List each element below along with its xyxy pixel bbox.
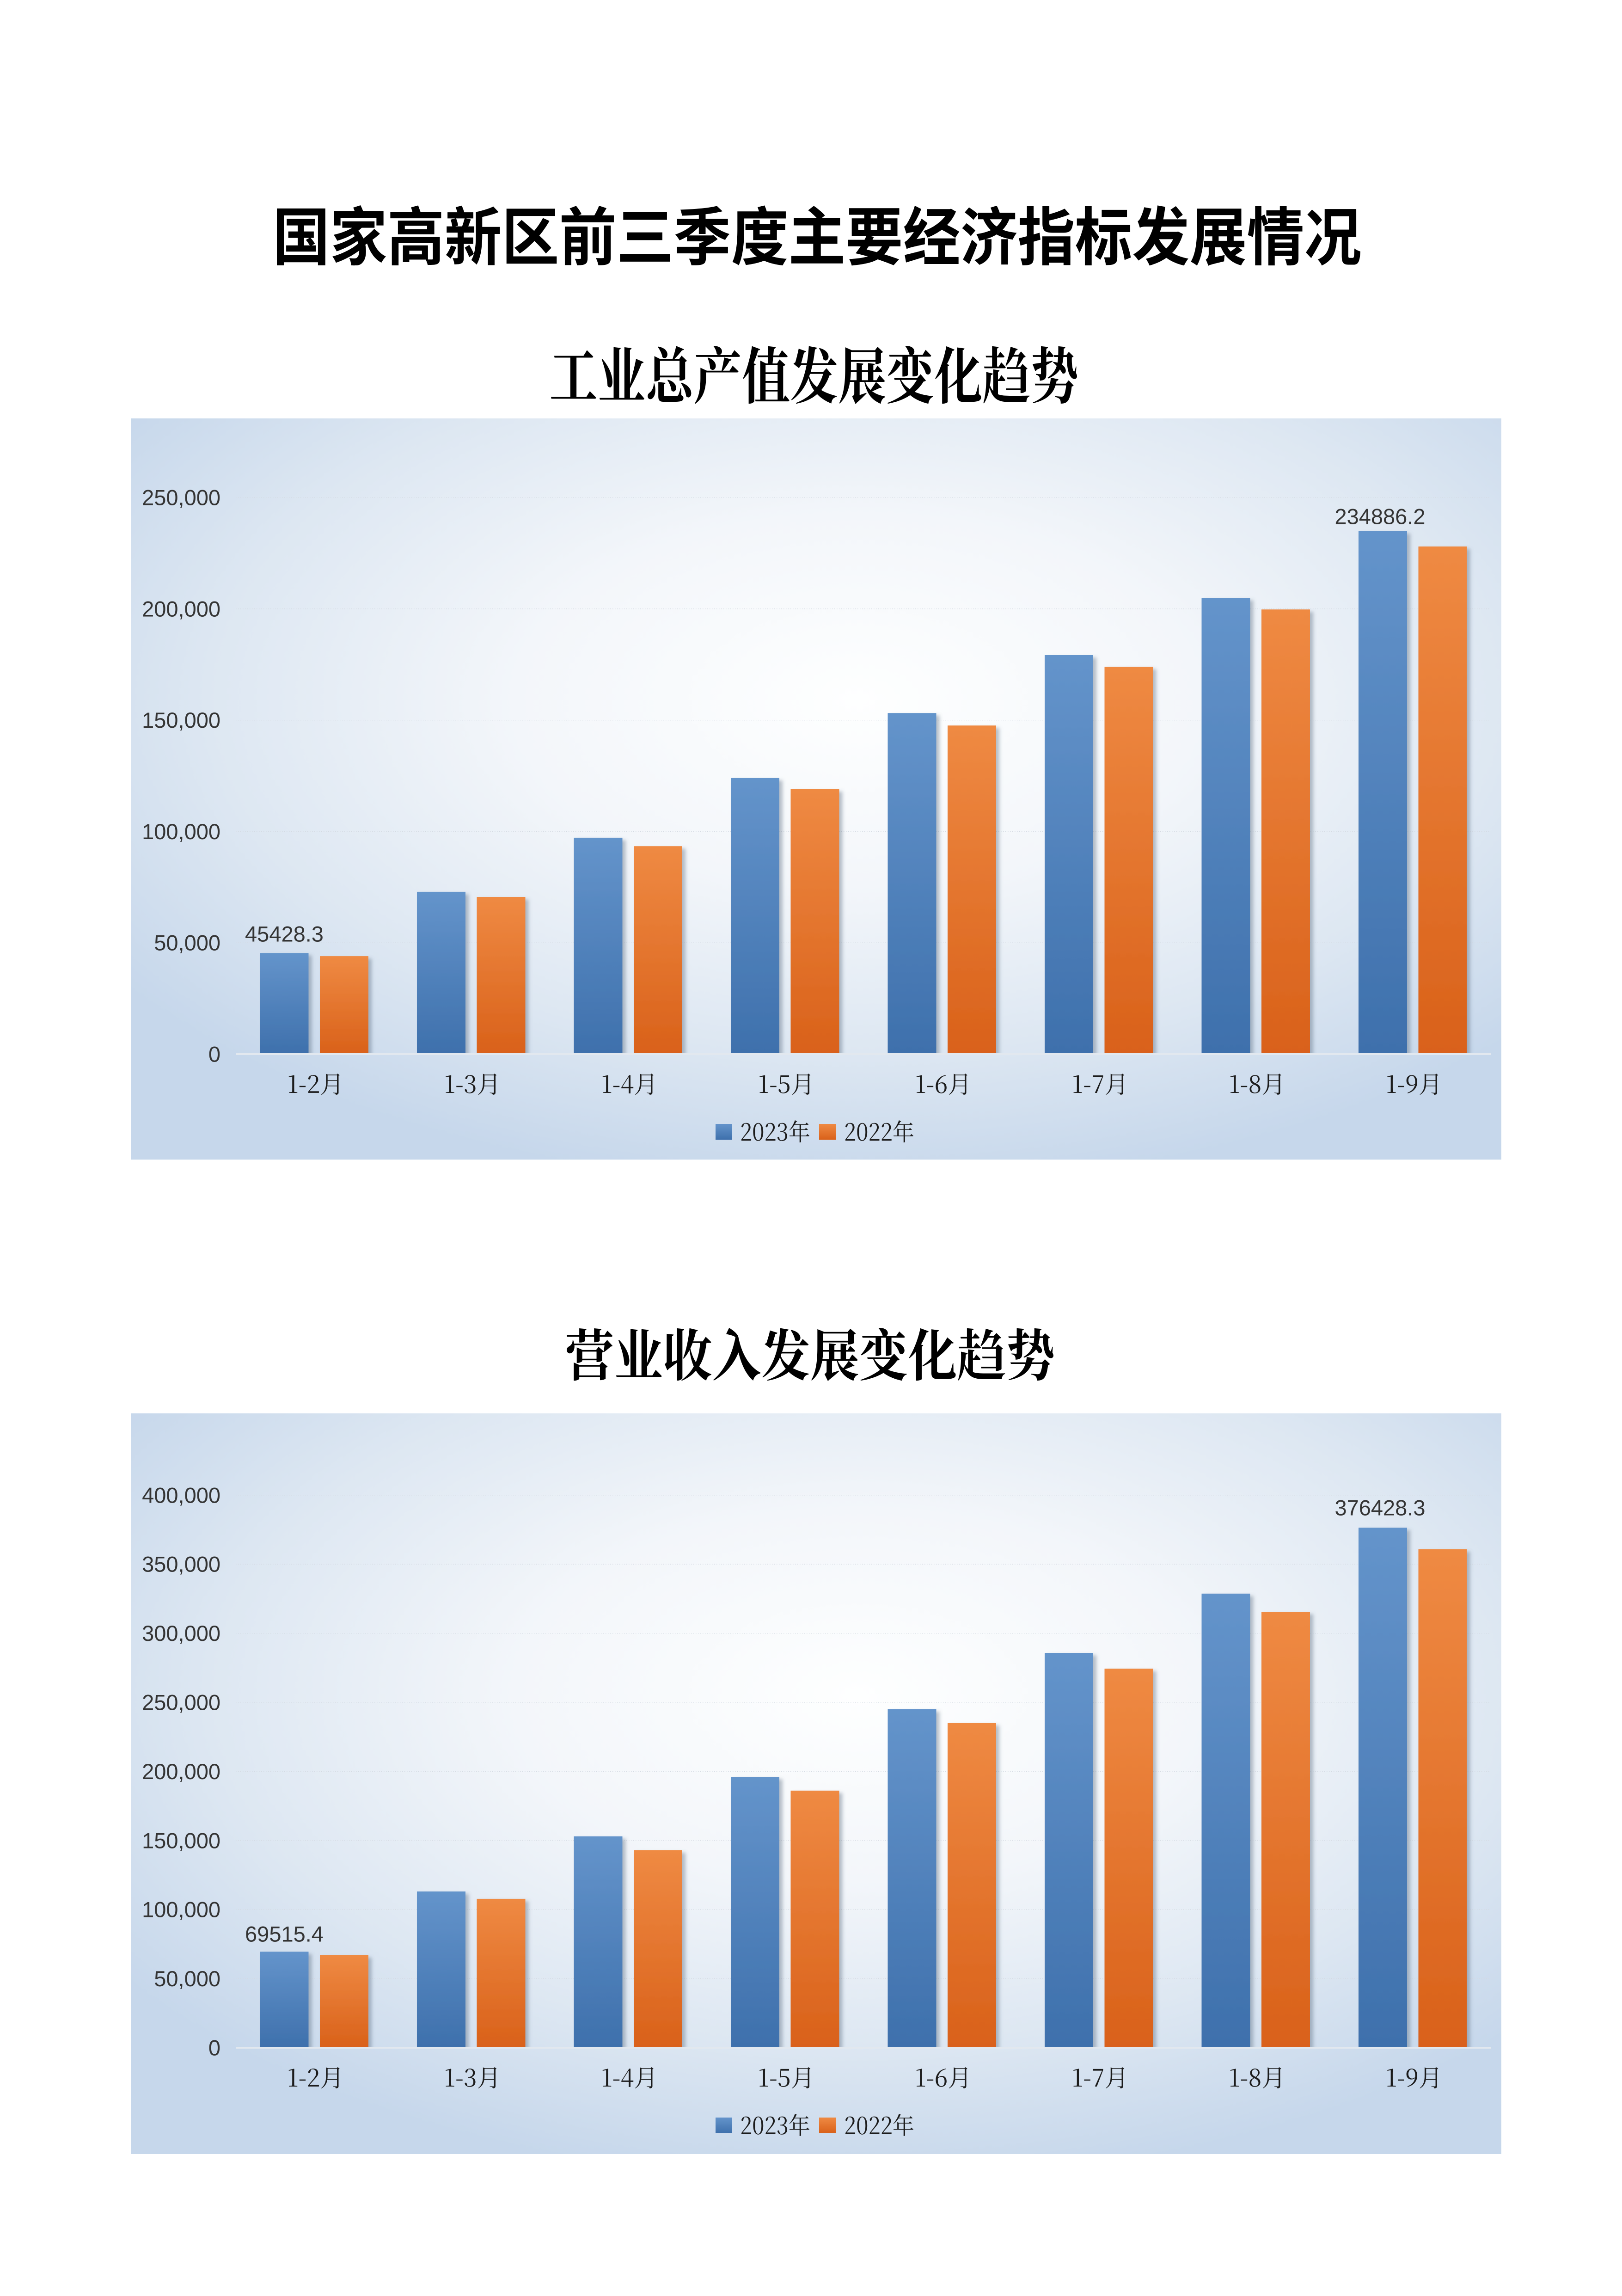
svg-text:350,000: 350,000 [142, 1552, 220, 1577]
svg-text:50,000: 50,000 [154, 931, 220, 955]
svg-text:50,000: 50,000 [154, 1966, 220, 1991]
svg-text:200,000: 200,000 [142, 596, 220, 621]
svg-text:376428.3: 376428.3 [1334, 1496, 1425, 1520]
svg-text:234886.2: 234886.2 [1334, 504, 1425, 529]
svg-text:250,000: 250,000 [142, 1690, 220, 1715]
svg-text:100,000: 100,000 [142, 819, 220, 844]
svg-text:150,000: 150,000 [142, 1828, 220, 1853]
svg-text:250,000: 250,000 [142, 485, 220, 510]
svg-text:100,000: 100,000 [142, 1897, 220, 1922]
svg-text:45428.3: 45428.3 [245, 922, 324, 946]
svg-text:150,000: 150,000 [142, 708, 220, 732]
svg-text:69515.4: 69515.4 [245, 1922, 324, 1946]
svg-text:400,000: 400,000 [142, 1483, 220, 1507]
svg-text:0: 0 [208, 1042, 220, 1067]
svg-text:300,000: 300,000 [142, 1621, 220, 1645]
svg-text:200,000: 200,000 [142, 1759, 220, 1784]
svg-text:0: 0 [208, 2036, 220, 2060]
